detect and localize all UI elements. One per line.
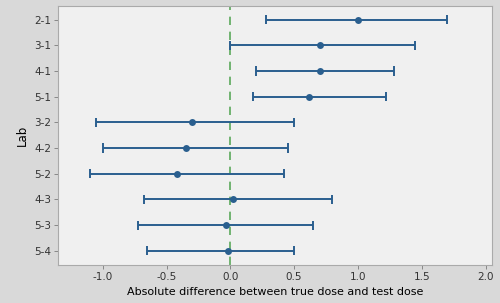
X-axis label: Absolute difference between true dose and test dose: Absolute difference between true dose an… — [127, 288, 423, 298]
Y-axis label: Lab: Lab — [16, 125, 28, 146]
